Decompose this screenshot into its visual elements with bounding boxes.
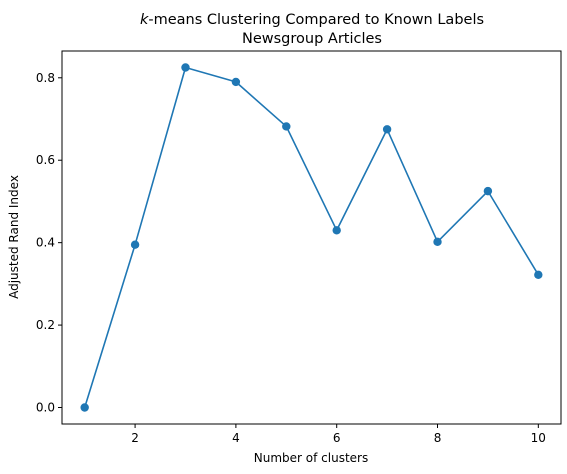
x-tick-label: 2 [131, 431, 139, 445]
x-tick-label: 4 [232, 431, 240, 445]
data-point [130, 240, 140, 249]
series-line [83, 66, 540, 408]
chart-title: k-means Clustering Compared to Known Lab… [140, 12, 484, 28]
y-tick-label: 0.8 [36, 71, 55, 85]
chart-subtitle: Newsgroup Articles [242, 31, 382, 47]
data-point [534, 270, 543, 279]
x-tick-label: 6 [333, 431, 341, 445]
y-tick-label: 0.2 [36, 318, 55, 332]
data-point [382, 125, 392, 134]
chart-title-rest: -means Clustering Compared to Known Labe… [148, 12, 484, 28]
y-tick-label: 0.4 [36, 236, 55, 250]
y-tick-label: 0.6 [36, 153, 55, 167]
data-point [332, 226, 341, 235]
x-axis-label: Number of clusters [254, 451, 368, 465]
x-tick-label: 8 [434, 431, 442, 445]
x-tick-label: 10 [531, 431, 546, 445]
chart-title-italic: k [140, 12, 149, 28]
data-point [483, 186, 493, 196]
data-point [282, 122, 291, 131]
axes-frame [61, 50, 562, 425]
data-point [433, 237, 442, 247]
y-tick-label: 0.0 [36, 401, 55, 415]
data-point [181, 63, 190, 72]
y-axis-label: Adjusted Rand Index [7, 175, 21, 299]
data-point [231, 77, 241, 87]
data-point [80, 403, 89, 412]
y-axis: 0.0 0.2 0.4 0.6 0.8 [36, 71, 62, 415]
plot-area [80, 63, 543, 412]
x-axis: 2 4 6 8 10 [131, 424, 546, 445]
